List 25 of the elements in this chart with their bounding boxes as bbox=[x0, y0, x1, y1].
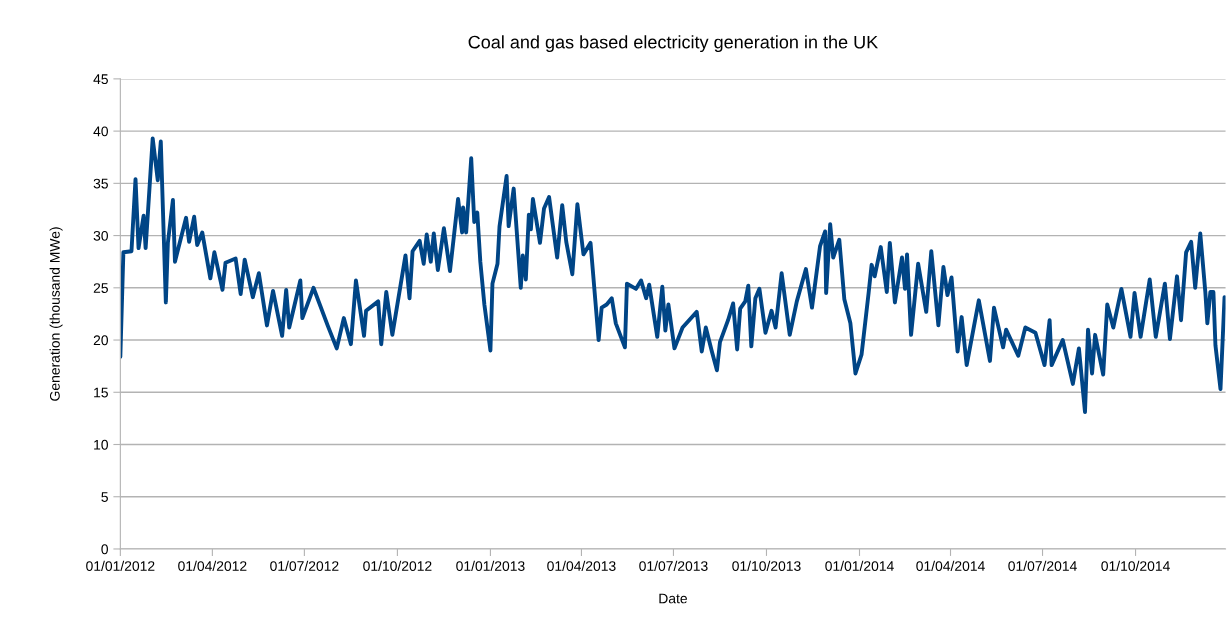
y-tick-label: 5 bbox=[101, 492, 108, 502]
y-tick-label: 45 bbox=[93, 74, 108, 85]
y-tick-label: 35 bbox=[93, 178, 108, 189]
x-tick-label: 01/10/2014 bbox=[1101, 560, 1170, 571]
y-tick-label: 20 bbox=[93, 335, 108, 346]
x-tick-label: 01/07/2013 bbox=[639, 560, 708, 571]
y-tick-label: 10 bbox=[94, 439, 108, 450]
y-tick-label: 40 bbox=[93, 126, 108, 137]
chart-title: Coal and gas based electricity generation in the UK bbox=[468, 35, 879, 53]
y-axis-title: Generation (thousand MWe) bbox=[49, 227, 63, 401]
x-tick-label: 01/01/2012 bbox=[86, 560, 155, 571]
x-tick-label: 01/04/2014 bbox=[916, 560, 985, 571]
x-tick-label: 01/10/2012 bbox=[363, 560, 432, 571]
x-tick-label: 01/01/2014 bbox=[825, 560, 894, 571]
x-tick-label: 01/07/2012 bbox=[270, 560, 339, 571]
y-tick-label: 25 bbox=[93, 283, 108, 293]
y-tick-label: 15 bbox=[94, 387, 108, 398]
x-tick-label: 01/01/2013 bbox=[456, 560, 525, 571]
y-tick-label: 30 bbox=[93, 230, 108, 241]
x-axis-title: Date bbox=[659, 593, 687, 604]
x-tick-label: 01/07/2014 bbox=[1008, 560, 1077, 571]
x-tick-label: 01/04/2012 bbox=[178, 560, 247, 571]
x-tick-label: 01/04/2013 bbox=[547, 560, 616, 571]
x-tick-label: 01/10/2013 bbox=[732, 560, 801, 571]
y-tick-label: 0 bbox=[101, 544, 108, 555]
